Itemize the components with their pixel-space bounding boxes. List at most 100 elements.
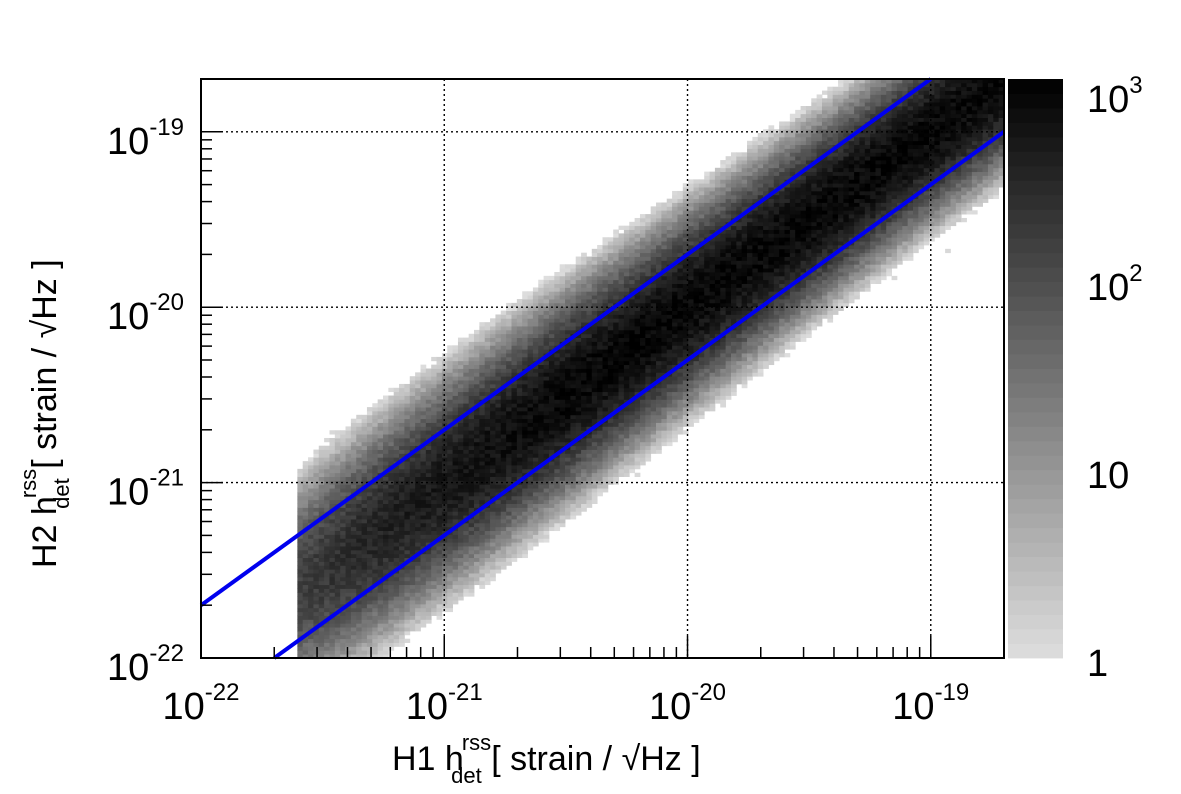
heatmap-cell — [500, 310, 507, 315]
heatmap-cell — [623, 260, 630, 265]
heatmap-cell — [420, 534, 427, 539]
heatmap-cell — [672, 295, 678, 300]
heatmap-cell — [538, 322, 545, 327]
heatmap-cell — [704, 291, 710, 296]
heatmap-cell — [447, 441, 453, 447]
heatmap-cell — [447, 372, 453, 377]
heatmap-cell — [388, 449, 395, 454]
heatmap-cell — [634, 383, 641, 389]
heatmap-cell — [639, 434, 646, 439]
heatmap-cell — [431, 422, 437, 427]
heatmap-cell — [682, 237, 689, 242]
heatmap-cell — [656, 368, 662, 373]
heatmap-cell — [570, 511, 577, 516]
heatmap-cell — [645, 299, 652, 304]
heatmap-cell — [532, 295, 539, 300]
heatmap-cell — [447, 569, 453, 574]
heatmap-cell — [334, 522, 341, 528]
heatmap-cell — [436, 522, 443, 528]
heatmap-cell — [586, 380, 593, 385]
heatmap-cell — [350, 611, 357, 616]
heatmap-cell — [345, 484, 352, 489]
heatmap-cell — [431, 445, 437, 450]
heatmap-cell — [479, 553, 486, 559]
heatmap-cell — [463, 364, 470, 369]
heatmap-cell — [490, 445, 496, 450]
heatmap-cell — [479, 538, 486, 543]
heatmap-cell — [393, 588, 400, 593]
heatmap-cell — [377, 519, 384, 524]
heatmap-cell — [436, 561, 443, 566]
heatmap-cell — [666, 252, 673, 257]
heatmap-cell — [543, 287, 550, 292]
heatmap-cell — [361, 422, 368, 427]
heatmap-cell — [436, 530, 443, 535]
heatmap-cell — [393, 422, 400, 427]
heatmap-cell — [345, 546, 352, 551]
heatmap-cell — [329, 634, 336, 640]
heatmap-cell — [457, 341, 464, 346]
heatmap-cell — [479, 329, 486, 335]
heatmap-cell — [463, 387, 470, 393]
heatmap-cell — [308, 476, 314, 481]
heatmap-cell — [399, 619, 405, 624]
heatmap-cell — [409, 538, 416, 543]
heatmap-cell — [570, 495, 577, 501]
heatmap-cell — [522, 356, 528, 362]
heatmap-cell — [607, 461, 614, 466]
heatmap-cell — [581, 484, 587, 489]
heatmap-cell — [334, 603, 341, 609]
heatmap-cell — [474, 519, 480, 524]
heatmap-cell — [704, 175, 710, 180]
heatmap-cell — [554, 372, 561, 377]
heatmap-cell — [474, 457, 480, 462]
heatmap-cell — [506, 546, 512, 551]
heatmap-cell — [490, 515, 496, 520]
heatmap-cell — [704, 179, 710, 184]
heatmap-cell — [420, 465, 427, 470]
heatmap-cell — [666, 237, 673, 242]
heatmap-cell — [431, 465, 437, 470]
heatmap-cell — [570, 310, 577, 315]
heatmap-cell — [479, 549, 486, 555]
heatmap-cell — [693, 237, 700, 242]
heatmap-cell — [399, 410, 405, 416]
heatmap-cell — [329, 457, 336, 462]
heatmap-cell — [468, 387, 475, 393]
heatmap-cell — [511, 492, 518, 497]
heatmap-cell — [527, 499, 534, 504]
heatmap-cell — [506, 368, 512, 373]
heatmap-cell — [591, 465, 598, 470]
heatmap-cell — [506, 492, 512, 497]
heatmap-cell — [704, 190, 710, 196]
heatmap-cell — [570, 426, 577, 431]
heatmap-cell — [495, 333, 502, 339]
heatmap-cell — [340, 580, 346, 586]
heatmap-cell — [522, 441, 528, 447]
heatmap-cell — [318, 607, 325, 613]
heatmap-cell — [575, 499, 582, 504]
heatmap-cell — [575, 283, 582, 288]
heatmap-cell — [548, 314, 555, 319]
heatmap-cell — [554, 441, 561, 447]
heatmap-cell — [613, 283, 619, 288]
heatmap-cell — [474, 546, 480, 551]
heatmap-cell — [672, 422, 678, 427]
heatmap-cell — [350, 457, 357, 462]
heatmap-cell — [377, 457, 384, 462]
heatmap-cell — [554, 418, 561, 423]
heatmap-cell — [377, 468, 384, 474]
heatmap-cell — [516, 472, 523, 477]
heatmap-cell — [415, 372, 421, 377]
heatmap-cell — [570, 387, 577, 393]
heatmap-cell — [479, 499, 486, 504]
heatmap-cell — [372, 530, 379, 535]
heatmap-cell — [527, 542, 534, 547]
heatmap-cell — [308, 538, 314, 543]
heatmap-cell — [565, 383, 571, 389]
heatmap-cell — [554, 356, 561, 362]
heatmap-cell — [554, 495, 561, 501]
heatmap-cell — [329, 584, 336, 589]
heatmap-cell — [559, 364, 566, 369]
heatmap-cell — [591, 349, 598, 354]
